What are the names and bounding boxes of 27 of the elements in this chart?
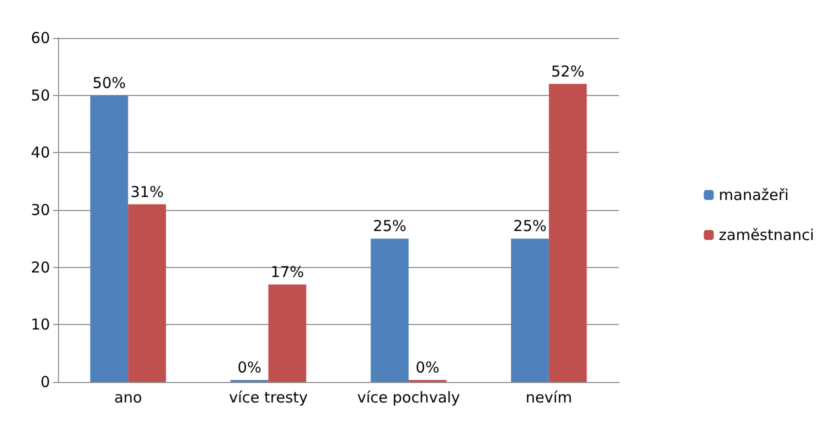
legend-label: zaměstnanci xyxy=(718,226,814,244)
x-tick-label: ano xyxy=(114,388,142,406)
data-label: 17% xyxy=(270,263,304,282)
y-tick-label: 20 xyxy=(30,258,50,276)
data-label: 52% xyxy=(551,62,584,80)
bar xyxy=(90,95,128,382)
x-tick-label: nevím xyxy=(526,388,572,406)
data-label: 25% xyxy=(513,217,547,236)
y-tick-label: 10 xyxy=(30,316,50,334)
bar xyxy=(370,238,409,382)
data-label: 25% xyxy=(373,217,406,236)
y-tick-label: 50 xyxy=(30,86,50,104)
y-tick-label: 40 xyxy=(30,144,50,162)
bar xyxy=(511,238,549,382)
data-label: 0% xyxy=(238,358,262,376)
bar xyxy=(548,84,587,382)
legend-label: manažeři xyxy=(718,186,789,204)
y-tick-label: 30 xyxy=(30,201,50,219)
y-tick-label: 60 xyxy=(30,29,50,47)
data-label: 50% xyxy=(92,74,126,92)
data-label: 31% xyxy=(130,182,164,201)
x-tick-label: více pochvaly xyxy=(357,388,460,406)
bar xyxy=(268,284,306,382)
data-label: 0% xyxy=(416,358,440,376)
bar xyxy=(128,204,166,382)
y-tick-label: 0 xyxy=(40,373,50,391)
x-tick-label: více tresty xyxy=(228,388,308,406)
